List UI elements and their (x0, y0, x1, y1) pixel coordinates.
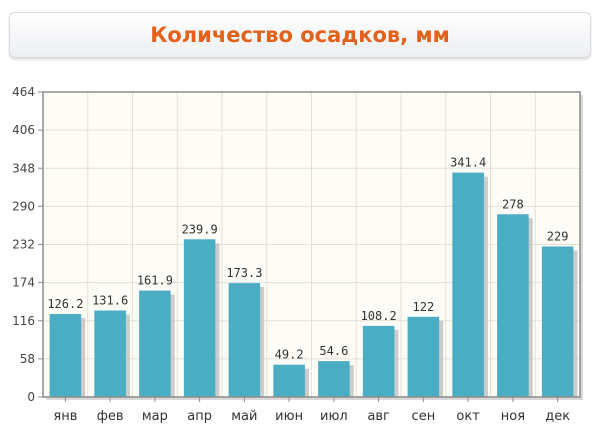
x-tick-label: апр (187, 409, 212, 424)
y-tick-label: 232 (12, 238, 35, 252)
x-tick-label: сен (412, 409, 436, 424)
x-tick-label: май (231, 409, 257, 424)
data-label: 341.4 (450, 156, 486, 170)
data-label: 49.2 (275, 348, 304, 362)
data-label: 126.2 (47, 297, 83, 311)
x-tick-label: окт (456, 409, 480, 424)
x-tick-label: мар (142, 409, 168, 424)
bar (49, 314, 82, 397)
x-tick-label: июн (275, 409, 303, 424)
bar (452, 172, 484, 397)
x-tick-label: ноя (501, 409, 525, 424)
chart-title: Количество осадков, мм (150, 23, 450, 47)
data-label: 173.3 (226, 266, 262, 280)
bar (139, 290, 171, 397)
data-label: 54.6 (319, 344, 348, 358)
bar (318, 361, 350, 397)
y-tick-label: 174 (12, 276, 35, 290)
data-label: 108.2 (361, 309, 397, 323)
y-tick-label: 406 (12, 123, 35, 137)
data-label: 239.9 (182, 222, 218, 236)
y-tick-label: 116 (12, 314, 35, 328)
bar (273, 364, 305, 397)
data-label: 229 (547, 229, 569, 243)
y-tick-label: 0 (27, 390, 35, 404)
chart-title-box: Количество осадков, мм (9, 12, 591, 58)
data-label: 161.9 (137, 274, 173, 288)
data-label: 278 (502, 197, 524, 211)
bar (541, 246, 574, 397)
bar (407, 316, 440, 397)
x-tick-label: авг (367, 409, 390, 424)
data-label: 131.6 (92, 293, 128, 307)
y-tick-label: 58 (20, 352, 35, 366)
y-tick-label: 290 (12, 199, 35, 213)
bar (497, 214, 529, 397)
data-label: 122 (413, 300, 435, 314)
bar (228, 283, 261, 397)
y-tick-label: 464 (12, 85, 35, 99)
bar (183, 239, 216, 397)
x-tick-label: янв (53, 409, 77, 424)
x-tick-label: июл (320, 409, 348, 424)
bar (94, 310, 126, 397)
x-tick-label: фев (97, 409, 124, 424)
bar (362, 325, 395, 397)
plot-border (42, 91, 581, 398)
x-tick-label: дек (545, 409, 570, 424)
y-tick-label: 348 (12, 161, 35, 175)
